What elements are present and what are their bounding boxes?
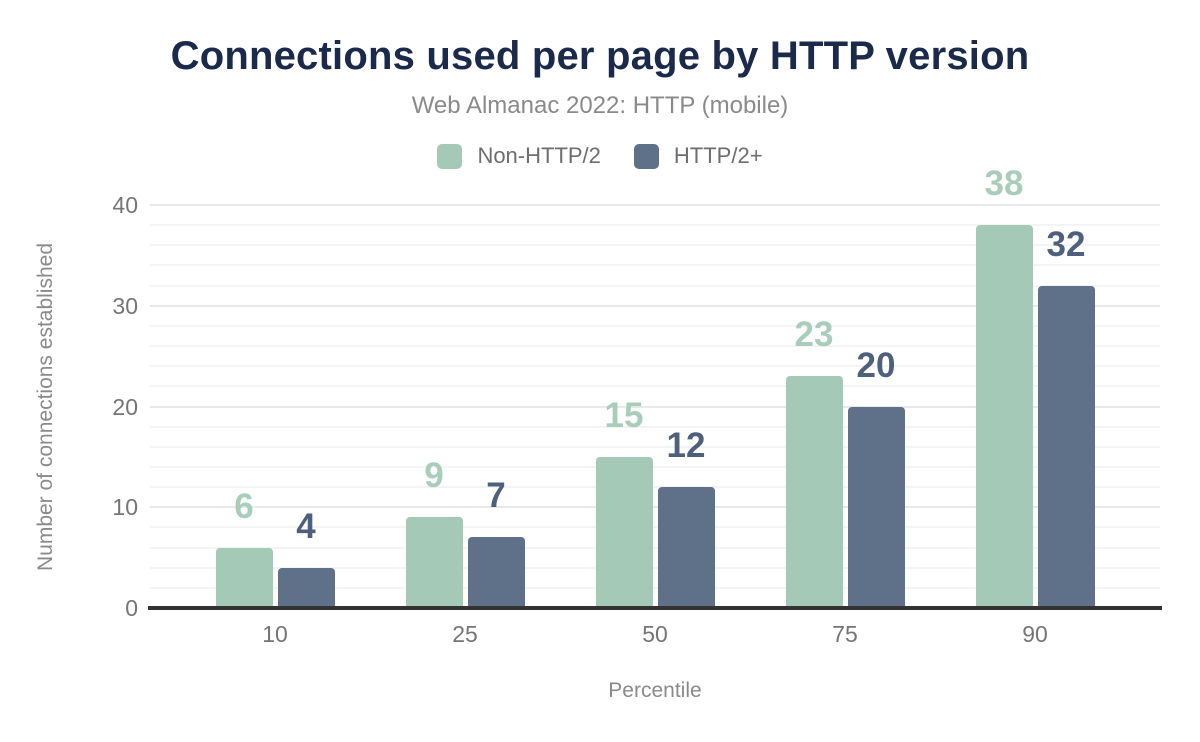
y-tick-label: 10 bbox=[112, 494, 138, 521]
bar-value-label: 6 bbox=[234, 486, 254, 526]
bar-value-label: 7 bbox=[486, 476, 506, 516]
y-tick-label: 40 bbox=[112, 192, 138, 218]
gridline-minor bbox=[150, 385, 1160, 388]
chart-subtitle: Web Almanac 2022: HTTP (mobile) bbox=[411, 92, 789, 119]
bar-http2plus-p90 bbox=[1037, 285, 1095, 608]
y-tick-label: 20 bbox=[112, 393, 138, 420]
bar-http2plus-p10 bbox=[277, 567, 335, 608]
gridline-minor bbox=[150, 486, 1160, 489]
gridline-minor bbox=[150, 365, 1160, 368]
bar-http2plus-p75 bbox=[847, 406, 905, 608]
legend-label-http2plus: HTTP/2+ bbox=[673, 143, 763, 168]
gridline-major bbox=[150, 204, 1160, 206]
gridline-minor bbox=[150, 264, 1160, 267]
legend-swatch-http2plus bbox=[633, 143, 659, 169]
gridline-minor bbox=[150, 445, 1160, 448]
gridline-minor bbox=[150, 284, 1160, 287]
gridline-minor bbox=[150, 425, 1160, 428]
gridline-minor bbox=[150, 324, 1160, 327]
bar-value-label: 9 bbox=[424, 456, 444, 496]
gridline-minor bbox=[150, 224, 1160, 227]
x-axis-baseline bbox=[148, 606, 1162, 610]
legend-item-non-http2: Non-HTTP/2 bbox=[437, 143, 601, 169]
x-tick-label: 50 bbox=[642, 621, 668, 647]
bar-value-label: 23 bbox=[794, 315, 834, 355]
x-tick-label: 90 bbox=[1022, 621, 1048, 647]
legend-swatch-non-http2 bbox=[437, 143, 463, 169]
plot-area: 6 4 9 7 15 12 23 20 38 32 bbox=[150, 166, 1160, 608]
bar-http2plus-p50 bbox=[657, 487, 715, 608]
bar-http2plus-p25 bbox=[467, 537, 525, 608]
gridline-minor bbox=[150, 586, 1160, 589]
legend-item-http2plus: HTTP/2+ bbox=[633, 143, 763, 169]
gridline-minor bbox=[150, 546, 1160, 549]
gridline-major bbox=[150, 304, 1160, 307]
bar-value-label: 15 bbox=[604, 395, 644, 435]
x-tick-label: 10 bbox=[262, 621, 288, 647]
bar-non-http2-p90 bbox=[975, 225, 1033, 608]
legend-label-non-http2: Non-HTTP/2 bbox=[477, 143, 601, 168]
gridline-minor bbox=[150, 345, 1160, 348]
bar-value-label: 20 bbox=[856, 345, 896, 385]
legend: Non-HTTP/2 HTTP/2+ bbox=[0, 143, 1200, 169]
x-axis-title: Percentile bbox=[608, 679, 702, 702]
bar-non-http2-p10 bbox=[215, 547, 273, 608]
chart-title: Connections used per page by HTTP versio… bbox=[170, 34, 1030, 78]
gridline-minor bbox=[150, 526, 1160, 529]
x-tick-label: 25 bbox=[452, 621, 478, 647]
bar-value-label: 4 bbox=[296, 506, 316, 546]
y-tick-label: 30 bbox=[112, 292, 138, 319]
bar-non-http2-p25 bbox=[405, 517, 463, 608]
y-tick-label: 0 bbox=[125, 595, 138, 621]
gridline-minor bbox=[150, 566, 1160, 569]
gridline-minor bbox=[150, 244, 1160, 247]
bar-value-label: 32 bbox=[1046, 224, 1086, 264]
x-tick-label: 75 bbox=[832, 621, 858, 647]
bar-value-label: 38 bbox=[984, 164, 1024, 204]
gridline-major bbox=[150, 506, 1160, 509]
bar-non-http2-p75 bbox=[785, 376, 843, 608]
bar-non-http2-p50 bbox=[595, 456, 653, 608]
gridline-minor bbox=[150, 465, 1160, 468]
bar-value-label: 12 bbox=[666, 426, 706, 466]
gridline-major bbox=[150, 405, 1160, 408]
